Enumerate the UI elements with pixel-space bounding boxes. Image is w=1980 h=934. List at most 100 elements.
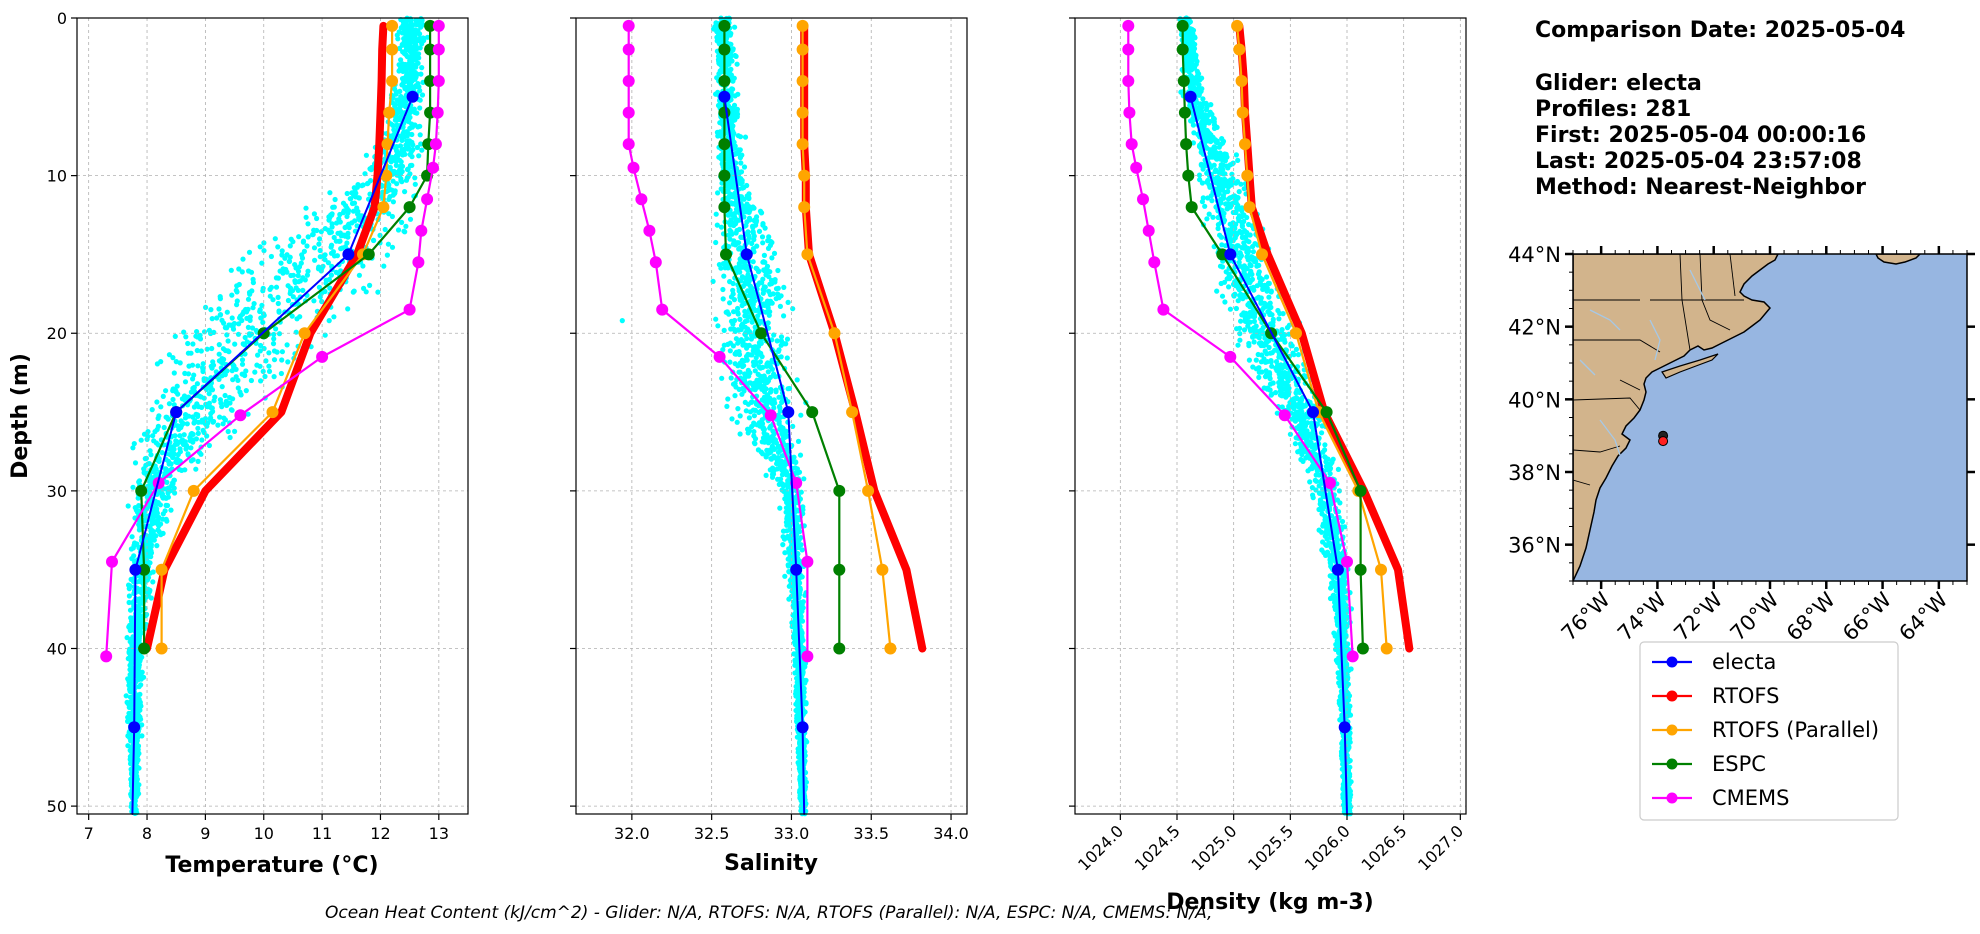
series-line-electa — [131, 95, 414, 815]
glider-observation-point — [746, 194, 752, 201]
glider-observation-point — [266, 368, 273, 374]
glider-observation-point — [767, 242, 774, 248]
glider-observation-point — [322, 288, 328, 295]
glider-observation-point — [424, 34, 431, 40]
glider-observation-point — [1256, 374, 1262, 380]
glider-observation-point — [419, 65, 425, 71]
glider-observation-point — [225, 428, 231, 435]
glider-observation-point — [761, 284, 767, 290]
glider-observation-point — [396, 101, 403, 108]
series-marker — [431, 106, 444, 119]
glider-observation-point — [136, 503, 142, 509]
glider-observation-point — [278, 370, 284, 377]
series-marker — [386, 43, 399, 56]
glider-observation-point — [215, 422, 221, 428]
glider-observation-point — [340, 200, 347, 206]
glider-observation-point — [412, 181, 418, 187]
series-marker — [622, 43, 635, 56]
glider-observation-point — [303, 214, 309, 220]
glider-observation-point — [276, 309, 282, 315]
glider-observation-point — [295, 273, 301, 279]
glider-observation-point — [751, 383, 757, 389]
glider-observation-point — [158, 404, 164, 410]
glider-observation-point — [399, 137, 405, 143]
glider-observation-point — [716, 154, 722, 160]
glider-observation-point — [305, 234, 311, 240]
glider-observation-point — [260, 319, 266, 325]
glider-observation-point — [351, 185, 357, 191]
y-tick-label: 10 — [47, 167, 67, 186]
glider-observation-point — [410, 22, 416, 28]
glider-observation-point — [126, 679, 132, 685]
glider-observation-point — [235, 385, 241, 391]
glider-observation-point — [730, 287, 736, 293]
glider-observation-point — [149, 407, 155, 413]
series-marker — [427, 161, 439, 174]
glider-observation-point — [138, 437, 144, 443]
glider-observation-point — [407, 48, 413, 55]
glider-observation-point — [735, 406, 741, 412]
glider-observation-point — [761, 426, 768, 432]
glider-observation-point — [300, 239, 306, 245]
glider-observation-point — [721, 273, 727, 279]
glider-observation-point — [349, 200, 356, 207]
series-marker — [798, 201, 811, 214]
glider-observation-point — [163, 502, 169, 508]
glider-observation-point — [419, 92, 426, 98]
glider-observation-point — [399, 163, 406, 169]
glider-observation-point — [406, 119, 412, 125]
glider-observation-point — [785, 386, 791, 392]
glider-observation-point — [285, 359, 291, 365]
series-marker — [755, 327, 768, 340]
glider-observation-point — [286, 258, 293, 264]
glider-observation-point — [138, 682, 144, 688]
glider-observation-point — [755, 447, 762, 453]
glider-observation-point — [235, 331, 242, 337]
glider-observation-point — [400, 23, 406, 29]
glider-observation-point — [354, 223, 360, 229]
glider-observation-point — [1235, 157, 1241, 163]
glider-observation-point — [194, 381, 200, 387]
glider-observation-point — [147, 448, 153, 454]
glider-observation-point — [727, 348, 733, 354]
glider-observation-point — [190, 414, 196, 420]
glider-observation-point — [775, 444, 781, 450]
glider-observation-point — [158, 521, 164, 527]
glider-observation-point — [296, 234, 302, 240]
glider-observation-point — [237, 315, 243, 321]
glider-observation-point — [149, 528, 155, 534]
glider-observation-point — [407, 216, 414, 222]
glider-observation-point — [275, 294, 281, 300]
glider-observation-point — [325, 260, 331, 266]
glider-observation-point — [139, 733, 145, 739]
glider-observation-point — [727, 191, 734, 197]
glider-observation-point — [273, 326, 279, 332]
glider-observation-point — [218, 400, 224, 406]
glider-observation-point — [715, 190, 721, 196]
glider-observation-point — [153, 533, 159, 539]
glider-observation-point — [209, 345, 215, 352]
glider-observation-point — [386, 196, 392, 202]
glider-observation-point — [271, 348, 278, 354]
glider-observation-point — [390, 199, 396, 205]
glider-observation-point — [412, 34, 418, 40]
glider-observation-point — [123, 693, 129, 699]
glider-observation-point — [279, 357, 285, 363]
glider-observation-point — [182, 379, 189, 385]
y-tick-label: 50 — [47, 797, 67, 816]
glider-observation-point — [397, 157, 403, 163]
glider-observation-point — [146, 550, 153, 556]
glider-observation-point — [136, 662, 142, 669]
glider-observation-point — [392, 117, 398, 123]
series-marker — [381, 138, 394, 151]
glider-observation-point — [772, 277, 778, 283]
glider-observation-point — [216, 342, 222, 348]
glider-observation-point — [760, 240, 766, 246]
glider-observation-point — [167, 451, 173, 458]
glider-observation-point — [238, 392, 244, 398]
glider-observation-point — [240, 256, 246, 262]
glider-observation-point — [311, 245, 318, 251]
glider-observation-point — [389, 213, 395, 220]
glider-observation-point — [224, 325, 230, 331]
